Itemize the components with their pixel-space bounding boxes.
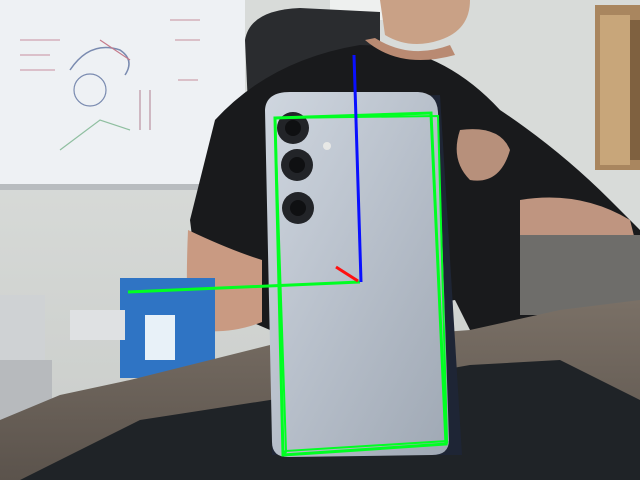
- x-axis-green: [127, 280, 361, 294]
- pose-axes: [127, 54, 363, 294]
- bookshelf: [595, 5, 640, 170]
- green-3d-bounding-box: [273, 111, 449, 457]
- smartphone: [265, 92, 462, 457]
- monitor-stand: [520, 235, 640, 315]
- whiteboard: [0, 0, 250, 190]
- y-axis-blue: [352, 54, 363, 283]
- person-hand-right: [456, 129, 510, 181]
- desk-organizer: [0, 295, 52, 420]
- person-face: [380, 0, 470, 44]
- blue-bin: [120, 278, 215, 378]
- z-axis-red: [335, 265, 359, 283]
- camera-lenses: [277, 112, 331, 224]
- power-strip: [70, 310, 125, 340]
